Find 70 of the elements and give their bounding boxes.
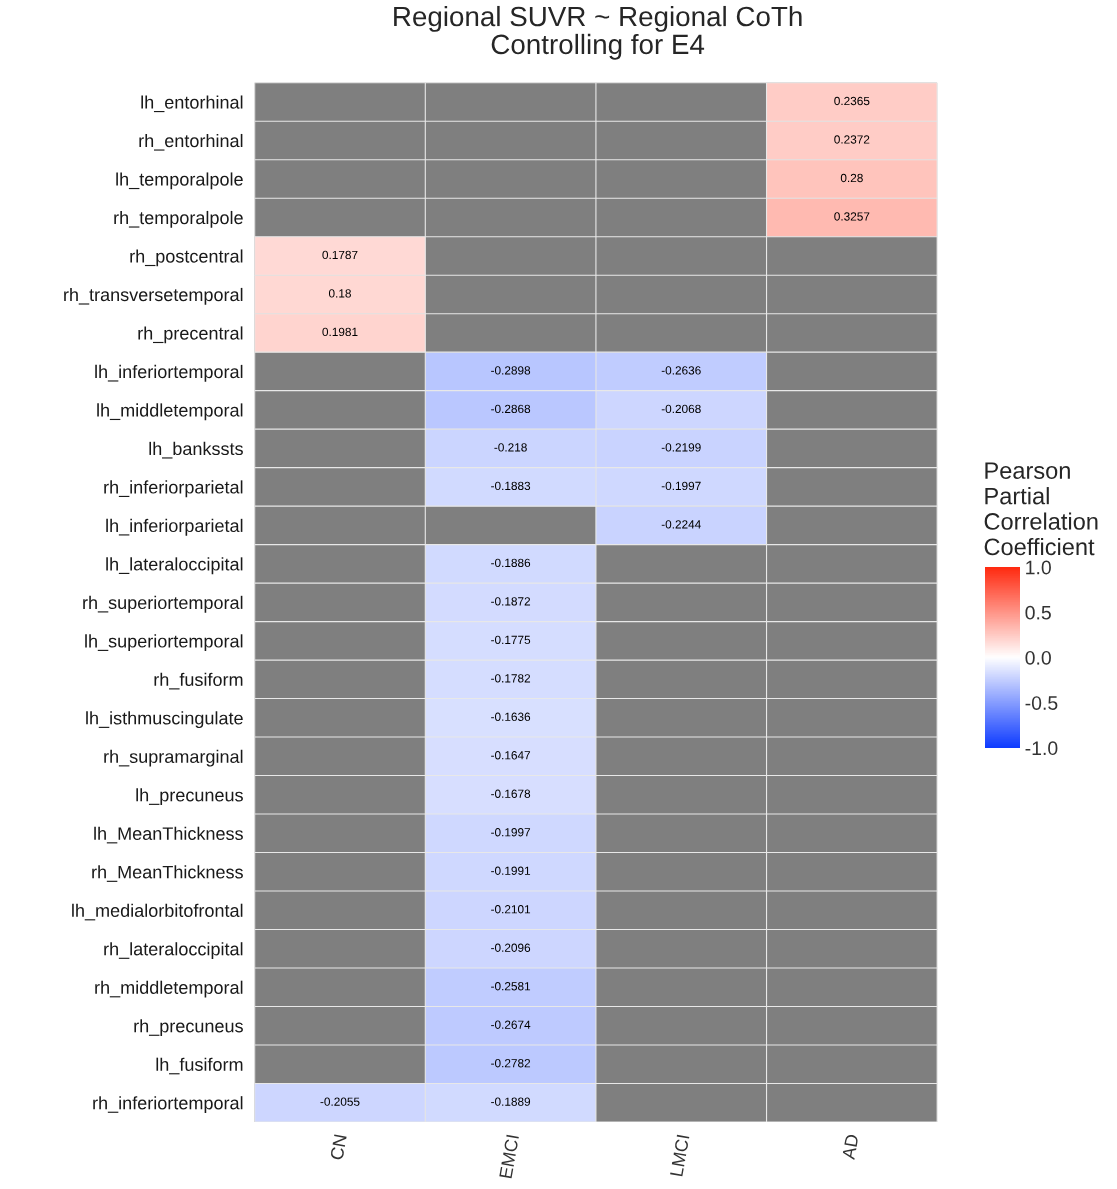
data-label: -0.1636 (491, 712, 531, 721)
data-label: -0.1883 (491, 481, 531, 491)
y-tick-label: lh_temporalpole (116, 172, 243, 190)
x-tick-label: EMCI (499, 1134, 520, 1179)
color-bar-label: 1.0 (1026, 560, 1051, 575)
y-tick-label: rh_transversetemporal (64, 287, 243, 305)
data-label: -0.2096 (491, 943, 531, 952)
y-tick-label: rh_entorhinal (139, 133, 243, 151)
data-label: -0.1889 (491, 1097, 531, 1106)
y-tick-label: rh_precuneus (134, 1019, 243, 1037)
y-tick-label: lh_isthmuscingulate (86, 711, 243, 729)
y-tick-label: rh_inferiorparietal (104, 480, 243, 498)
data-label: 0.28 (840, 173, 863, 183)
y-tick-label: lh_MeanThickness (94, 826, 243, 844)
data-label: -0.2055 (320, 1097, 360, 1106)
y-tick-label: lh_inferiortemporal (95, 364, 243, 382)
data-label: -0.1886 (491, 558, 531, 568)
y-tick-label: rh_fusiform (154, 672, 243, 690)
y-tick-label: lh_middletemporal (97, 403, 243, 421)
y-tick-label: lh_bankssts (149, 441, 243, 459)
data-label: -0.1997 (661, 481, 701, 491)
data-label: 0.2365 (834, 96, 870, 106)
data-label: -0.1647 (491, 751, 531, 760)
data-label: -0.2199 (661, 443, 701, 452)
data-label: 0.3257 (834, 212, 870, 221)
color-bar-label: 0.5 (1025, 605, 1051, 620)
data-label: -0.2898 (491, 366, 531, 375)
data-label: -0.1775 (491, 635, 531, 644)
y-tick-label: lh_fusiform (156, 1057, 243, 1075)
data-label: -0.2674 (491, 1020, 531, 1029)
y-tick-label: rh_postcentral (130, 249, 243, 267)
y-tick-label: lh_precuneus (136, 788, 243, 806)
x-tick-label: AD (842, 1134, 859, 1160)
data-label: -0.1872 (491, 597, 531, 606)
data-label: -0.2636 (661, 366, 701, 375)
y-tick-label: lh_entorhinal (141, 95, 243, 113)
data-label: -0.2244 (661, 520, 701, 529)
y-tick-label: lh_medialorbitofrontal (72, 903, 243, 921)
y-tick-label: rh_middletemporal (95, 980, 243, 998)
y-tick-label: rh_inferiortemporal (93, 1096, 243, 1113)
color-bar-label: -1.0 (1025, 741, 1058, 756)
color-bar-label: -0.5 (1025, 696, 1058, 710)
data-label: -0.2101 (491, 905, 531, 914)
y-tick-label: rh_MeanThickness (92, 865, 243, 882)
color-bar-title: Pearson Partial Correlation Coefficient (984, 462, 1098, 556)
x-tick-label: LMCI (669, 1134, 690, 1177)
y-tick-label: lh_superiortemporal (85, 634, 243, 652)
data-label: 0.1981 (322, 327, 358, 337)
data-label: -0.2782 (491, 1059, 531, 1068)
data-label: -0.2868 (491, 404, 531, 414)
y-tick-label: lh_lateraloccipital (106, 557, 243, 575)
x-tick-label: CN (330, 1134, 347, 1161)
y-tick-label: lh_inferiorparietal (106, 518, 243, 536)
data-label: -0.2068 (661, 404, 701, 414)
data-label: -0.1678 (491, 789, 531, 798)
data-label: -0.1997 (491, 828, 531, 837)
y-tick-label: rh_superiortemporal (83, 595, 243, 613)
y-tick-label: rh_supramarginal (104, 749, 243, 767)
data-label: 0.2372 (834, 135, 870, 144)
y-tick-label: rh_lateraloccipital (104, 942, 243, 960)
data-label: -0.218 (494, 443, 527, 452)
data-label: -0.2581 (491, 982, 531, 991)
data-label: -0.1782 (491, 674, 531, 683)
y-tick-label: rh_precentral (138, 326, 243, 344)
data-label: -0.1991 (491, 866, 531, 875)
data-label: 0.18 (328, 289, 351, 298)
data-label: 0.1787 (322, 250, 358, 260)
color-bar-label: 0.0 (1025, 650, 1051, 665)
chart-title: Regional SUVR ~ Regional CoTh Controlling for E4 (394, 5, 802, 60)
y-tick-label: rh_temporalpole (114, 210, 243, 228)
